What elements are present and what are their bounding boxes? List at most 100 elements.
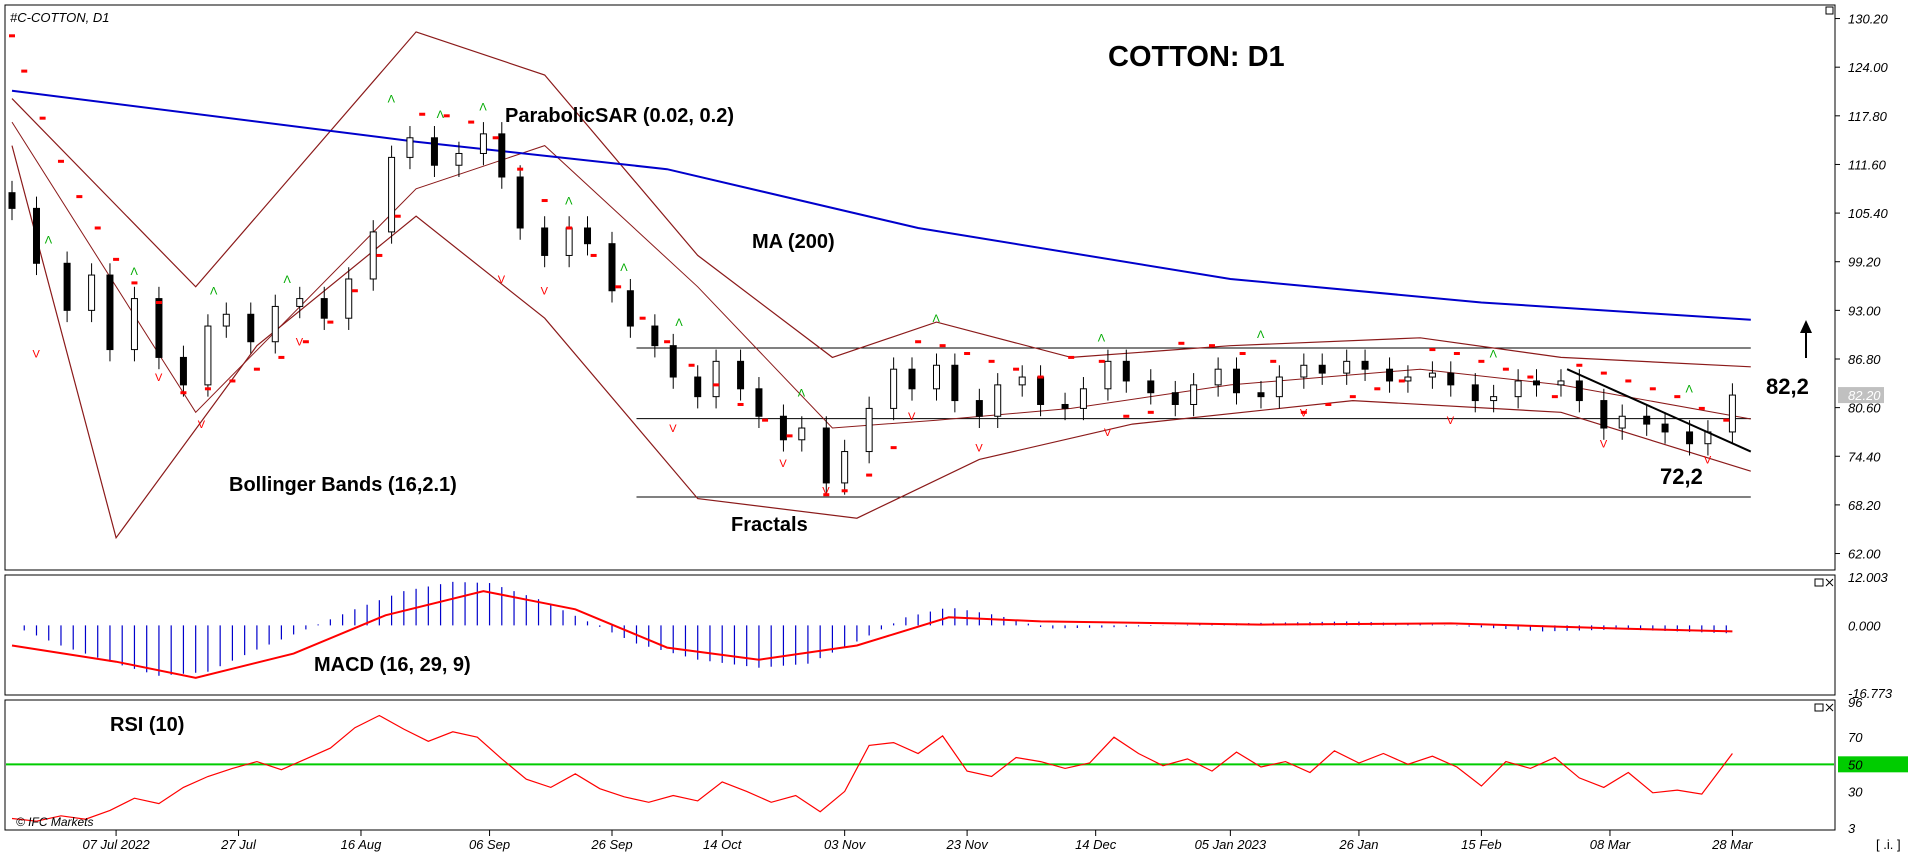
sar-dot xyxy=(443,114,450,118)
copyright: © IFC Markets xyxy=(16,815,94,829)
price-axis-label: 124.00 xyxy=(1848,60,1889,75)
current-price-tag xyxy=(1838,387,1884,404)
candle-body xyxy=(1575,380,1583,402)
label-bollinger: Bollinger Bands (16,2.1) xyxy=(229,474,457,496)
macd-axis-label: 12.003 xyxy=(1848,570,1889,585)
candle-body xyxy=(712,360,720,398)
rsi-window-buttons[interactable] xyxy=(1814,703,1834,712)
sar-dot xyxy=(39,116,46,120)
x-axis-ticks: 07 Jul 2022 27 Jul 16 Aug 06 Sep 26 Sep 14 Oc… xyxy=(82,830,1753,852)
sar-dot xyxy=(278,355,285,359)
price-axis-label: 80.60 xyxy=(1848,401,1881,416)
candle-body xyxy=(865,407,873,453)
maximize-button[interactable] xyxy=(1825,6,1834,15)
price-axis-label: 93.00 xyxy=(1848,303,1881,318)
fractal-up: Λ xyxy=(798,388,806,400)
sar-dot xyxy=(713,383,720,387)
sar-dot xyxy=(1123,414,1130,418)
macd-window-buttons[interactable] xyxy=(1814,578,1834,587)
sar-dot xyxy=(1453,351,1460,355)
sar-dot xyxy=(492,136,499,140)
candle-body xyxy=(1490,396,1498,402)
sar-dot xyxy=(762,418,769,422)
sar-dot xyxy=(1698,406,1705,410)
up-arrow xyxy=(1800,320,1812,358)
sar-dot xyxy=(229,379,236,383)
candle-body xyxy=(1361,360,1369,370)
sar-dot xyxy=(639,316,646,320)
sar-dot xyxy=(1209,344,1215,348)
candle-body xyxy=(130,298,138,351)
candle-body xyxy=(626,290,634,327)
sar-dot xyxy=(841,489,848,493)
x-axis-label: 16 Aug xyxy=(341,837,382,852)
candle-body xyxy=(932,364,940,390)
fractal-down: V xyxy=(296,337,304,349)
candle-body xyxy=(608,243,616,292)
sar-dot xyxy=(517,167,524,171)
sar-dot xyxy=(1674,395,1681,399)
x-axis-label: 26 Sep xyxy=(590,837,632,852)
sar-dot xyxy=(1349,395,1356,399)
candle-body xyxy=(1343,360,1351,374)
candle-body xyxy=(1386,368,1394,382)
x-axis-label: 15 Feb xyxy=(1461,837,1501,852)
candle-body xyxy=(32,207,40,264)
fractal-up: Λ xyxy=(1098,333,1106,345)
candle-body xyxy=(369,231,377,280)
fractal-up: Λ xyxy=(932,313,940,325)
ma200-line xyxy=(11,89,1751,321)
fractal-up: Λ xyxy=(284,274,292,286)
candle-body xyxy=(222,313,230,327)
sar-dot xyxy=(1625,379,1632,383)
fractal-down: V xyxy=(822,486,830,498)
candle-body xyxy=(455,152,463,166)
candle-body xyxy=(1728,394,1736,433)
sar-dot xyxy=(890,446,897,450)
x-axis-label: 26 Jan xyxy=(1338,837,1378,852)
trend-line xyxy=(1566,368,1752,453)
candle-body xyxy=(1661,423,1669,433)
candle-body xyxy=(155,298,163,358)
fractal-up: Λ xyxy=(675,317,683,329)
sar-dot xyxy=(1270,359,1277,363)
rsi-series xyxy=(6,714,1834,822)
sar-dot xyxy=(915,340,922,344)
rsi-axis-label: 50 xyxy=(1848,757,1863,772)
sar-dot xyxy=(155,301,162,305)
annotation-lower-level: 72,2 xyxy=(1660,464,1703,489)
fractal-down: V xyxy=(1704,454,1712,466)
candle-body xyxy=(1557,380,1565,386)
price-axis-label: 62.00 xyxy=(1848,547,1881,562)
candle-body xyxy=(179,356,187,386)
candle-body xyxy=(8,192,16,209)
candle-body xyxy=(320,298,328,319)
candle-body xyxy=(651,325,659,347)
sar-dot xyxy=(590,253,597,257)
candle-body xyxy=(479,133,487,154)
bollinger-upper-band xyxy=(11,31,1751,368)
candle-body xyxy=(1190,384,1198,405)
sar-dot xyxy=(1013,367,1020,371)
candle-body xyxy=(669,345,677,378)
candle-body xyxy=(584,227,592,245)
corner-button[interactable]: [ .i. ] xyxy=(1876,837,1901,852)
sar-dot xyxy=(94,226,101,230)
price-axis-label: 105.40 xyxy=(1848,206,1889,221)
candle-body xyxy=(1275,376,1283,398)
candle-body xyxy=(1300,364,1308,378)
fractal-up: Λ xyxy=(388,93,396,105)
bollinger-bands xyxy=(11,31,1751,540)
candle-body xyxy=(388,156,396,233)
sar-dot xyxy=(327,320,334,324)
sar-dot xyxy=(1147,410,1154,414)
sar-dot xyxy=(131,281,138,285)
trend-line xyxy=(1566,368,1752,453)
sar-dot xyxy=(1551,395,1558,399)
candle-body xyxy=(694,376,702,398)
candle-body xyxy=(890,368,898,409)
candle-body xyxy=(1257,392,1265,398)
rsi-axis-label: 3 xyxy=(1848,821,1856,836)
